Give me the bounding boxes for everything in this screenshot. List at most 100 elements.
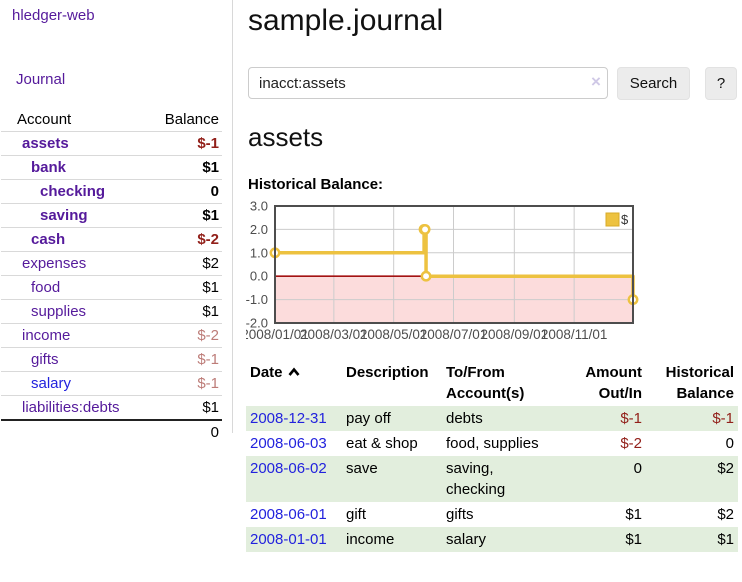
chart-svg: $3.0 2.0 1.0 0.0 -1.0 -2.02008/01/012008/03/0…: [241, 199, 639, 342]
account-name-cell: supplies: [1, 299, 152, 324]
account-row: expenses $2: [1, 251, 222, 276]
account-link[interactable]: supplies: [31, 303, 87, 320]
account-balance: $-2: [151, 323, 222, 348]
register-date-cell: 2008-06-01: [246, 502, 342, 527]
account-name-cell: saving: [1, 203, 152, 228]
register-row[interactable]: 2008-12-31 pay off debts $-1 $-1: [246, 406, 738, 431]
register-amount: $-2: [620, 435, 642, 452]
account-link[interactable]: bank: [31, 159, 67, 176]
legend-swatch: [605, 212, 620, 227]
account-balance: $-1: [151, 131, 222, 156]
account-row: liabilities:debts $1: [1, 395, 222, 420]
sort-asc-icon: [288, 367, 300, 376]
account-name-cell: liabilities:debts: [1, 395, 152, 420]
transaction-date-link[interactable]: 2008-06-03: [250, 435, 327, 452]
account-name-cell: income: [1, 323, 152, 348]
transaction-date-link[interactable]: 2008-06-02: [250, 460, 327, 477]
y-tick-label: 2.0: [250, 222, 268, 237]
x-tick-label: 2008/01/01: [246, 327, 309, 342]
account-heading: assets: [248, 122, 324, 152]
account-link[interactable]: food: [31, 279, 61, 296]
register-description: eat & shop: [346, 435, 418, 452]
brand-link[interactable]: hledger-web: [12, 7, 95, 24]
account-balance: $-1: [151, 347, 222, 372]
register-table: Date Description To/From Account(s) Amou…: [246, 360, 738, 552]
account-link[interactable]: income: [22, 327, 71, 344]
y-tick-label: 3.0: [250, 200, 268, 214]
account-row: salary $-1: [1, 371, 222, 396]
account-row: bank $1: [1, 155, 222, 180]
data-point: [420, 270, 432, 282]
register-accounts: gifts: [446, 506, 474, 523]
y-tick-label: -2.0: [246, 316, 268, 331]
register-amount: $-1: [620, 410, 642, 427]
register-row[interactable]: 2008-06-01 gift gifts $1 $2: [246, 502, 738, 527]
register-date-cell: 2008-12-31: [246, 406, 342, 431]
account-balance: $1: [151, 155, 222, 180]
account-link[interactable]: assets: [22, 135, 69, 152]
account-row: assets $-1: [1, 131, 222, 156]
account-link[interactable]: liabilities:debts: [22, 399, 120, 416]
sidebar-item-journal[interactable]: Journal: [16, 71, 66, 88]
accounts-header-row: Account Balance: [1, 108, 222, 132]
register-balance: $1: [717, 531, 734, 548]
account-row: checking 0: [1, 179, 222, 204]
account-name-cell: salary: [1, 371, 152, 396]
sidebar: hledger-web Journal Account Balance asse…: [0, 0, 233, 444]
account-link[interactable]: cash: [31, 231, 66, 248]
account-link[interactable]: saving: [40, 207, 88, 224]
register-row[interactable]: 2008-06-02 save saving, checking 0 $2: [246, 456, 738, 502]
register-accounts: debts: [446, 410, 483, 427]
register-header-balance: Historical Balance: [665, 364, 734, 402]
account-row: supplies $1: [1, 299, 222, 324]
transaction-date-link[interactable]: 2008-12-31: [250, 410, 327, 427]
account-link[interactable]: gifts: [31, 351, 59, 368]
transaction-date-link[interactable]: 2008-06-01: [250, 506, 327, 523]
register-balance: $2: [717, 506, 734, 523]
register-row[interactable]: 2008-06-03 eat & shop food, supplies $-2 0: [246, 431, 738, 456]
account-link[interactable]: salary: [31, 375, 72, 392]
register-description: gift: [346, 506, 367, 523]
plot-border: [274, 205, 634, 324]
register-date-cell: 2008-06-03: [246, 431, 342, 456]
account-balance: $1: [151, 395, 222, 420]
account-link[interactable]: checking: [40, 183, 106, 200]
main-content: sample.journal × Search ? assets Histori…: [241, 0, 742, 582]
x-tick-label: 2008/03/01: [300, 327, 368, 342]
register-description: pay off: [346, 410, 391, 427]
y-tick-label: -1.0: [246, 292, 268, 307]
help-button[interactable]: ?: [705, 67, 737, 100]
account-balance: $2: [151, 251, 222, 276]
account-balance: $1: [151, 203, 222, 228]
accounts-table: Account Balance assets $-1 bank $1 checking 0…: [1, 108, 222, 444]
accounts-tbody: assets $-1 bank $1 checking 0 saving $1 cash $-2 e…: [1, 131, 222, 420]
accounts-total-value: 0: [151, 419, 222, 444]
data-point: [419, 223, 431, 235]
accounts-header-account: Account: [1, 108, 152, 132]
register-header-date[interactable]: Date: [246, 360, 342, 406]
x-tick-label: 2008/11/01: [541, 327, 608, 342]
x-tick-label: 2008/05/01: [360, 327, 428, 342]
register-header-amount: Amount Out/In: [585, 364, 642, 402]
account-balance: $1: [151, 275, 222, 300]
register-balance: $-1: [712, 410, 734, 427]
register-row[interactable]: 2008-01-01 income salary $1 $1: [246, 527, 738, 552]
transaction-date-link[interactable]: 2008-01-01: [250, 531, 327, 548]
y-tick-label: 1.0: [250, 245, 268, 260]
accounts-total-spacer: [1, 419, 152, 444]
account-balance: $-1: [151, 371, 222, 396]
account-link[interactable]: expenses: [22, 255, 87, 272]
account-balance: 0: [151, 179, 222, 204]
accounts-total-row: 0: [1, 419, 222, 444]
register-description: save: [346, 460, 378, 477]
search-input[interactable]: [248, 67, 608, 99]
clear-search-icon[interactable]: ×: [591, 72, 601, 91]
register-accounts: food, supplies: [446, 435, 539, 452]
chart-title: Historical Balance:: [248, 176, 384, 193]
account-name-cell: bank: [1, 155, 152, 180]
register-amount: $1: [625, 506, 642, 523]
search-form: × Search ?: [246, 67, 742, 103]
x-tick-label: 2008/07/01: [420, 327, 488, 342]
y-tick-label: 0.0: [250, 269, 268, 284]
search-button[interactable]: Search: [617, 67, 690, 100]
